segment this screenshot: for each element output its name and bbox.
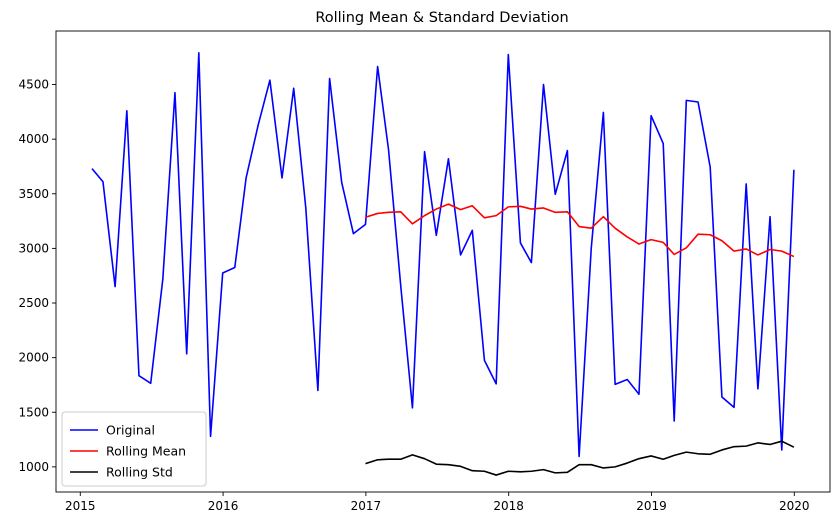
y-tick-label: 3500	[18, 187, 49, 201]
x-tick-label: 2017	[351, 499, 382, 513]
x-tick-label: 2020	[779, 499, 810, 513]
x-tick-label: 2015	[65, 499, 96, 513]
y-tick-label: 1000	[18, 460, 49, 474]
series-line-rolling-mean	[365, 203, 795, 258]
axes: 2015 2016 2017 2018 2019 2020 1000 1500 2000 2500…	[18, 30, 831, 513]
series-lines	[91, 52, 795, 476]
series-line-rolling-std	[365, 440, 795, 476]
x-tick-label: 2018	[493, 499, 524, 513]
y-tick-label: 3000	[18, 241, 49, 255]
y-tick-label: 2500	[18, 296, 49, 310]
y-tick-label: 2000	[18, 351, 49, 365]
chart-title: Rolling Mean & Standard Deviation	[315, 10, 568, 26]
legend: Original Rolling Mean Rolling Std	[61, 411, 207, 487]
legend-label: Rolling Mean	[106, 444, 186, 459]
series-line-original	[91, 52, 795, 458]
y-tick-label: 4500	[18, 78, 49, 92]
y-tick-label: 1500	[18, 405, 49, 419]
x-tick-label: 2019	[636, 499, 667, 513]
axes-frame	[55, 30, 831, 493]
y-tick-label: 4000	[18, 132, 49, 146]
legend-label: Rolling Std	[106, 465, 173, 480]
x-tick-label: 2016	[208, 499, 239, 513]
legend-label: Original	[106, 423, 155, 438]
